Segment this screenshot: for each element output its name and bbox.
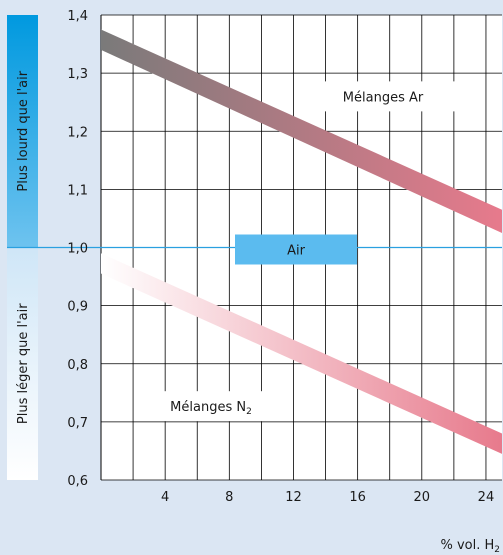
y-tick-labels: 0,6 0,7 0,8 0,9 1,0 1,1 1,2 1,3 1,4 [67, 9, 88, 489]
y-tick-label: 1,4 [67, 9, 88, 24]
x-tick-label: 20 [414, 490, 431, 505]
series-label-1: Mélanges N2 [148, 391, 274, 422]
y-tick-label: 1,2 [67, 125, 88, 140]
y-tick-label: 1,0 [67, 242, 88, 257]
series-band-0 [101, 29, 502, 233]
x-tick-label: 16 [349, 490, 366, 505]
series-label-1-text: Mélanges N2 [170, 400, 252, 417]
x-tick-labels: 4 8 12 16 20 24 [161, 490, 494, 505]
y-tick-label: 0,9 [67, 300, 88, 315]
x-tick-label: 8 [225, 490, 233, 505]
y-tick-label: 0,6 [67, 474, 88, 489]
x-tick-label: 12 [285, 490, 302, 505]
air-label: Air [235, 234, 357, 265]
y-tick-label: 0,7 [67, 416, 88, 431]
series-band-1 [101, 253, 502, 454]
y-tick-label: 0,8 [67, 358, 88, 373]
side-label-lighter: Plus léger que l'air [16, 303, 31, 424]
series-label-0-box [305, 81, 461, 112]
air-label-box [235, 234, 357, 265]
series-label-0-text: Mélanges Ar [343, 90, 424, 105]
y-tick-label: 1,1 [67, 183, 88, 198]
lower-side-bar [7, 247, 38, 480]
labels-layer: Air Mélanges Ar Mélanges N2 [148, 81, 461, 422]
x-axis-label: % vol. H2 [440, 538, 500, 555]
x-tick-label: 4 [161, 490, 169, 505]
series-label-0: Mélanges Ar [305, 81, 461, 112]
upper-side-bar [7, 15, 38, 248]
series-layer [101, 29, 502, 454]
series-label-1-box [148, 391, 274, 422]
y-tick-label: 1,3 [67, 67, 88, 82]
x-tick-label: 24 [478, 490, 495, 505]
air-label-text: Air [287, 244, 306, 259]
side-label-heavier: Plus lourd que l'air [16, 70, 31, 191]
